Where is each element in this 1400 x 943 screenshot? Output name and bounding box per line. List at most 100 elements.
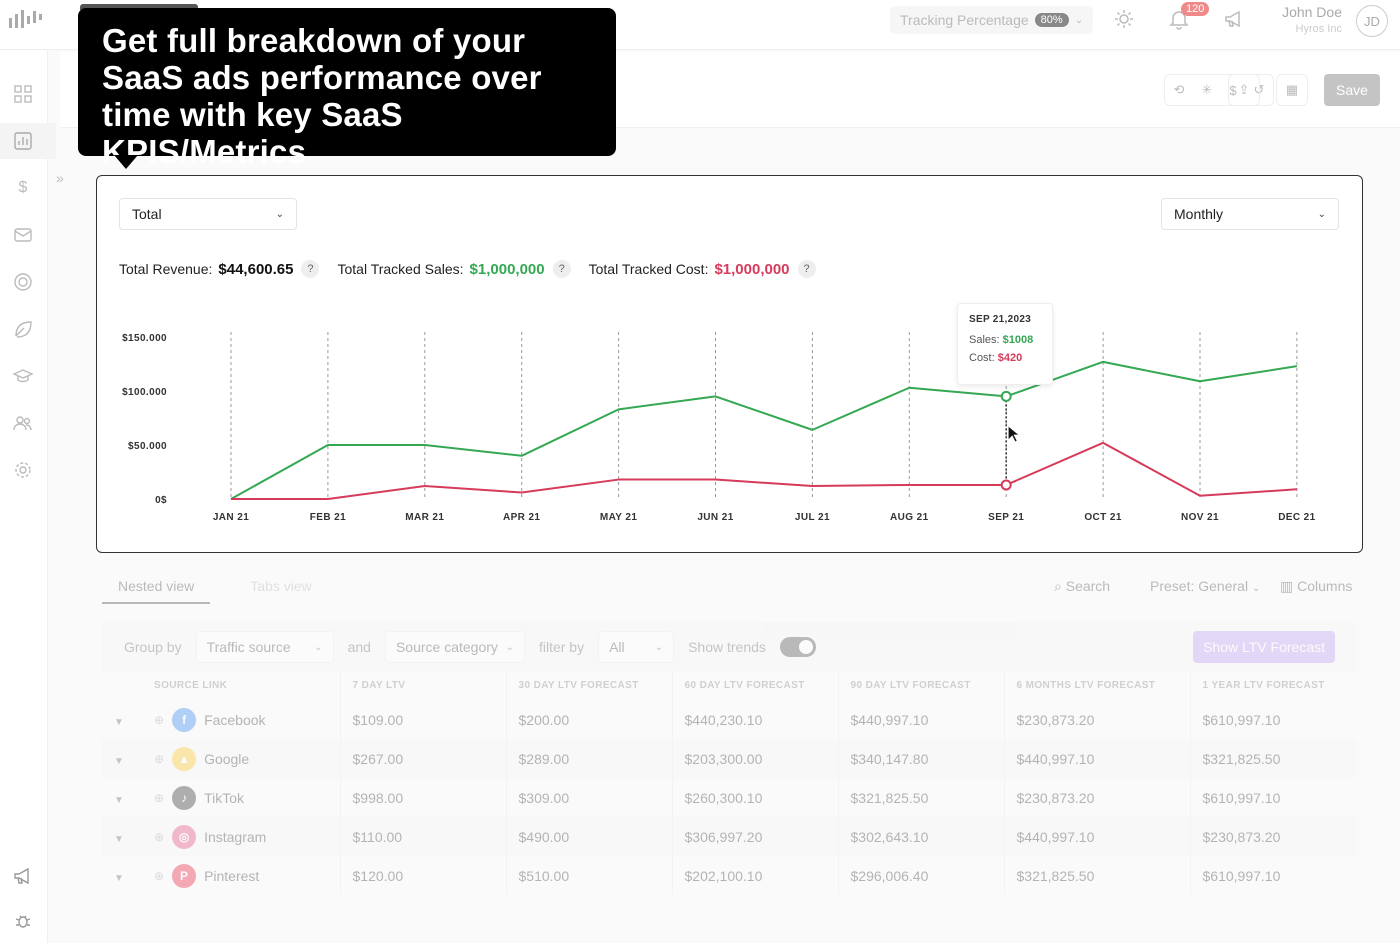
filter-select[interactable]: All ⌄ (598, 631, 675, 663)
search-button[interactable]: ⌕ Search (1054, 578, 1110, 595)
filter-bar: Group by Traffic source ⌄ and Source cate… (102, 622, 1357, 672)
expand-column-header (102, 670, 142, 700)
ltv-cell: $296,006.40 (837, 856, 1004, 895)
x-tick-label: AUG 21 (890, 512, 929, 523)
column-header-source-link[interactable]: SOURCE LINK (154, 679, 228, 691)
share-icon[interactable]: ⇪ (1228, 74, 1260, 106)
chevron-down-icon[interactable]: ▼ (114, 872, 124, 884)
source-link[interactable]: ⊕ ▲ Google (154, 746, 340, 771)
and-select[interactable]: Source category ⌄ (384, 631, 525, 663)
callout-pointer (114, 155, 138, 169)
chevron-down-icon: ⌄ (1074, 14, 1084, 26)
source-name: TikTok (204, 789, 244, 806)
ltv-cell: $510.00 (505, 856, 672, 895)
zoom-icon[interactable]: ⊕ (154, 868, 165, 883)
expand-row-cell[interactable]: ▼ (102, 739, 142, 778)
column-header-1-year[interactable]: 1 YEAR LTV FORECAST (1189, 670, 1357, 700)
source-cell: ⊕ f Facebook (142, 700, 340, 739)
avatar[interactable]: JD (1356, 5, 1388, 37)
callout-tab (80, 4, 198, 10)
save-button[interactable]: Save (1324, 74, 1380, 106)
help-icon[interactable]: ? (552, 260, 571, 278)
hyros-logo-icon[interactable] (8, 8, 42, 32)
source-link[interactable]: ⊕ ♪ TikTok (154, 785, 340, 810)
lightbulb-icon[interactable]: ✳ (1201, 82, 1213, 97)
source-name: Google (204, 750, 250, 767)
user-info[interactable]: John Doe Hyros Inc (1270, 4, 1342, 35)
chevron-down-icon[interactable]: ▼ (114, 716, 124, 728)
filter-by-label: filter by (538, 639, 585, 655)
dashboard-grid-icon[interactable] (12, 83, 34, 105)
expand-row-cell[interactable]: ▼ (102, 778, 142, 817)
dollar-icon[interactable]: $ (18, 179, 28, 196)
chevron-down-icon[interactable]: ▼ (114, 794, 124, 806)
graduation-cap-icon[interactable] (12, 365, 34, 387)
table-row[interactable]: ▼ ⊕ ◎ Instagram $110.00 $490.00 $306,997.20 $30… (102, 817, 1357, 856)
help-icon[interactable]: ? (797, 260, 816, 278)
users-icon[interactable] (12, 412, 34, 434)
chevron-down-icon[interactable]: ▼ (114, 755, 124, 767)
zoom-icon[interactable]: ⊕ (154, 712, 165, 727)
announcement-megaphone-icon[interactable] (12, 865, 34, 887)
gear-icon[interactable] (12, 459, 34, 481)
ltv-cell: $321,825.50 (837, 778, 1004, 817)
ltv-cell: $230,873.20 (1003, 778, 1190, 817)
megaphone-icon[interactable] (1223, 8, 1245, 30)
group-by-select[interactable]: Traffic source ⌄ (195, 631, 334, 663)
y-tick-label: $50.000 (128, 441, 167, 452)
ltv-cell: $230,873.20 (1189, 817, 1357, 856)
tracking-percentage-dropdown[interactable]: Tracking Percentage 80% ⌄ (890, 6, 1094, 34)
mail-icon[interactable] (12, 224, 34, 246)
period-select-value: Monthly (1174, 206, 1224, 222)
tab-tabs-view[interactable]: Tabs view (250, 578, 312, 594)
layout-icon[interactable]: ▦ (1276, 74, 1308, 106)
y-tick-label: 0$ (155, 495, 167, 506)
ltv-cell: $289.00 (505, 739, 672, 778)
user-name: John Doe (1282, 4, 1342, 20)
preset-dropdown[interactable]: Preset: General ⌄ (1150, 578, 1260, 594)
show-ltv-forecast-button[interactable]: Show LTV Forecast (1193, 631, 1335, 663)
source-link[interactable]: ⊕ ◎ Instagram (154, 824, 340, 849)
ltv-cell: $490.00 (505, 817, 672, 856)
sales-cost-line-chart[interactable]: $150.000 $100.000 $50.000 0$ JAN 21 FEB 21 MAR… (97, 176, 1361, 552)
group-by-value: Traffic source (206, 639, 291, 655)
column-header-30-day[interactable]: 30 DAY LTV FORECAST (505, 670, 672, 700)
table-section: Nested view Tabs view ⌕ Search Preset: G… (60, 560, 1400, 943)
show-trends-toggle[interactable] (779, 637, 816, 657)
target-icon[interactable] (12, 271, 34, 293)
expand-sidebar-icon[interactable]: » (56, 170, 64, 186)
period-select[interactable]: Monthly ⌄ (1161, 198, 1339, 230)
zoom-icon[interactable]: ⊕ (154, 790, 165, 805)
ltv-cell: $202,100.10 (671, 856, 838, 895)
filter-value: All (609, 639, 625, 655)
table-row[interactable]: ▼ ⊕ ▲ Google $267.00 $289.00 $203,300.00 $340,1… (102, 739, 1357, 778)
table-row[interactable]: ▼ ⊕ f Facebook $109.00 $200.00 $440,230.10 $440… (102, 700, 1357, 739)
leaf-icon[interactable] (12, 318, 34, 340)
columns-button[interactable]: ▥ Columns (1280, 578, 1352, 595)
zoom-icon[interactable]: ⊕ (154, 829, 165, 844)
table-row[interactable]: ▼ ⊕ P Pinterest $120.00 $510.00 $202,100.10 $29… (102, 856, 1357, 895)
source-link[interactable]: ⊕ f Facebook (154, 707, 340, 732)
refresh-icon[interactable]: ⟲ (1173, 82, 1185, 97)
tooltip-cost-label: Cost: (969, 352, 995, 364)
expand-row-cell[interactable]: ▼ (102, 856, 142, 895)
expand-row-cell[interactable]: ▼ (102, 700, 142, 739)
source-link[interactable]: ⊕ P Pinterest (154, 863, 340, 888)
column-header-90-day[interactable]: 90 DAY LTV FORECAST (837, 670, 1004, 700)
dollar-filter-icon[interactable]: $ (1229, 82, 1237, 98)
column-header-6-months[interactable]: 6 MONTHS LTV FORECAST (1003, 670, 1190, 700)
help-icon[interactable]: ? (301, 260, 320, 278)
sun-icon[interactable] (1113, 8, 1135, 30)
reports-chart-icon[interactable] (12, 130, 34, 152)
x-tick-label: MAR 21 (405, 512, 444, 523)
total-select[interactable]: Total ⌄ (119, 198, 297, 230)
column-header-60-day[interactable]: 60 DAY LTV FORECAST (671, 670, 838, 700)
zoom-icon[interactable]: ⊕ (154, 751, 165, 766)
chevron-down-icon[interactable]: ▼ (114, 833, 124, 845)
column-header-7-day-ltv[interactable]: 7 DAY LTV (339, 670, 506, 700)
tab-nested-view[interactable]: Nested view (102, 570, 211, 604)
ltv-cell: $440,997.10 (837, 700, 1004, 739)
table-row[interactable]: ▼ ⊕ ♪ TikTok $998.00 $309.00 $260,300.10 $321,8… (102, 778, 1357, 817)
expand-row-cell[interactable]: ▼ (102, 817, 142, 856)
bug-icon[interactable] (12, 910, 34, 932)
